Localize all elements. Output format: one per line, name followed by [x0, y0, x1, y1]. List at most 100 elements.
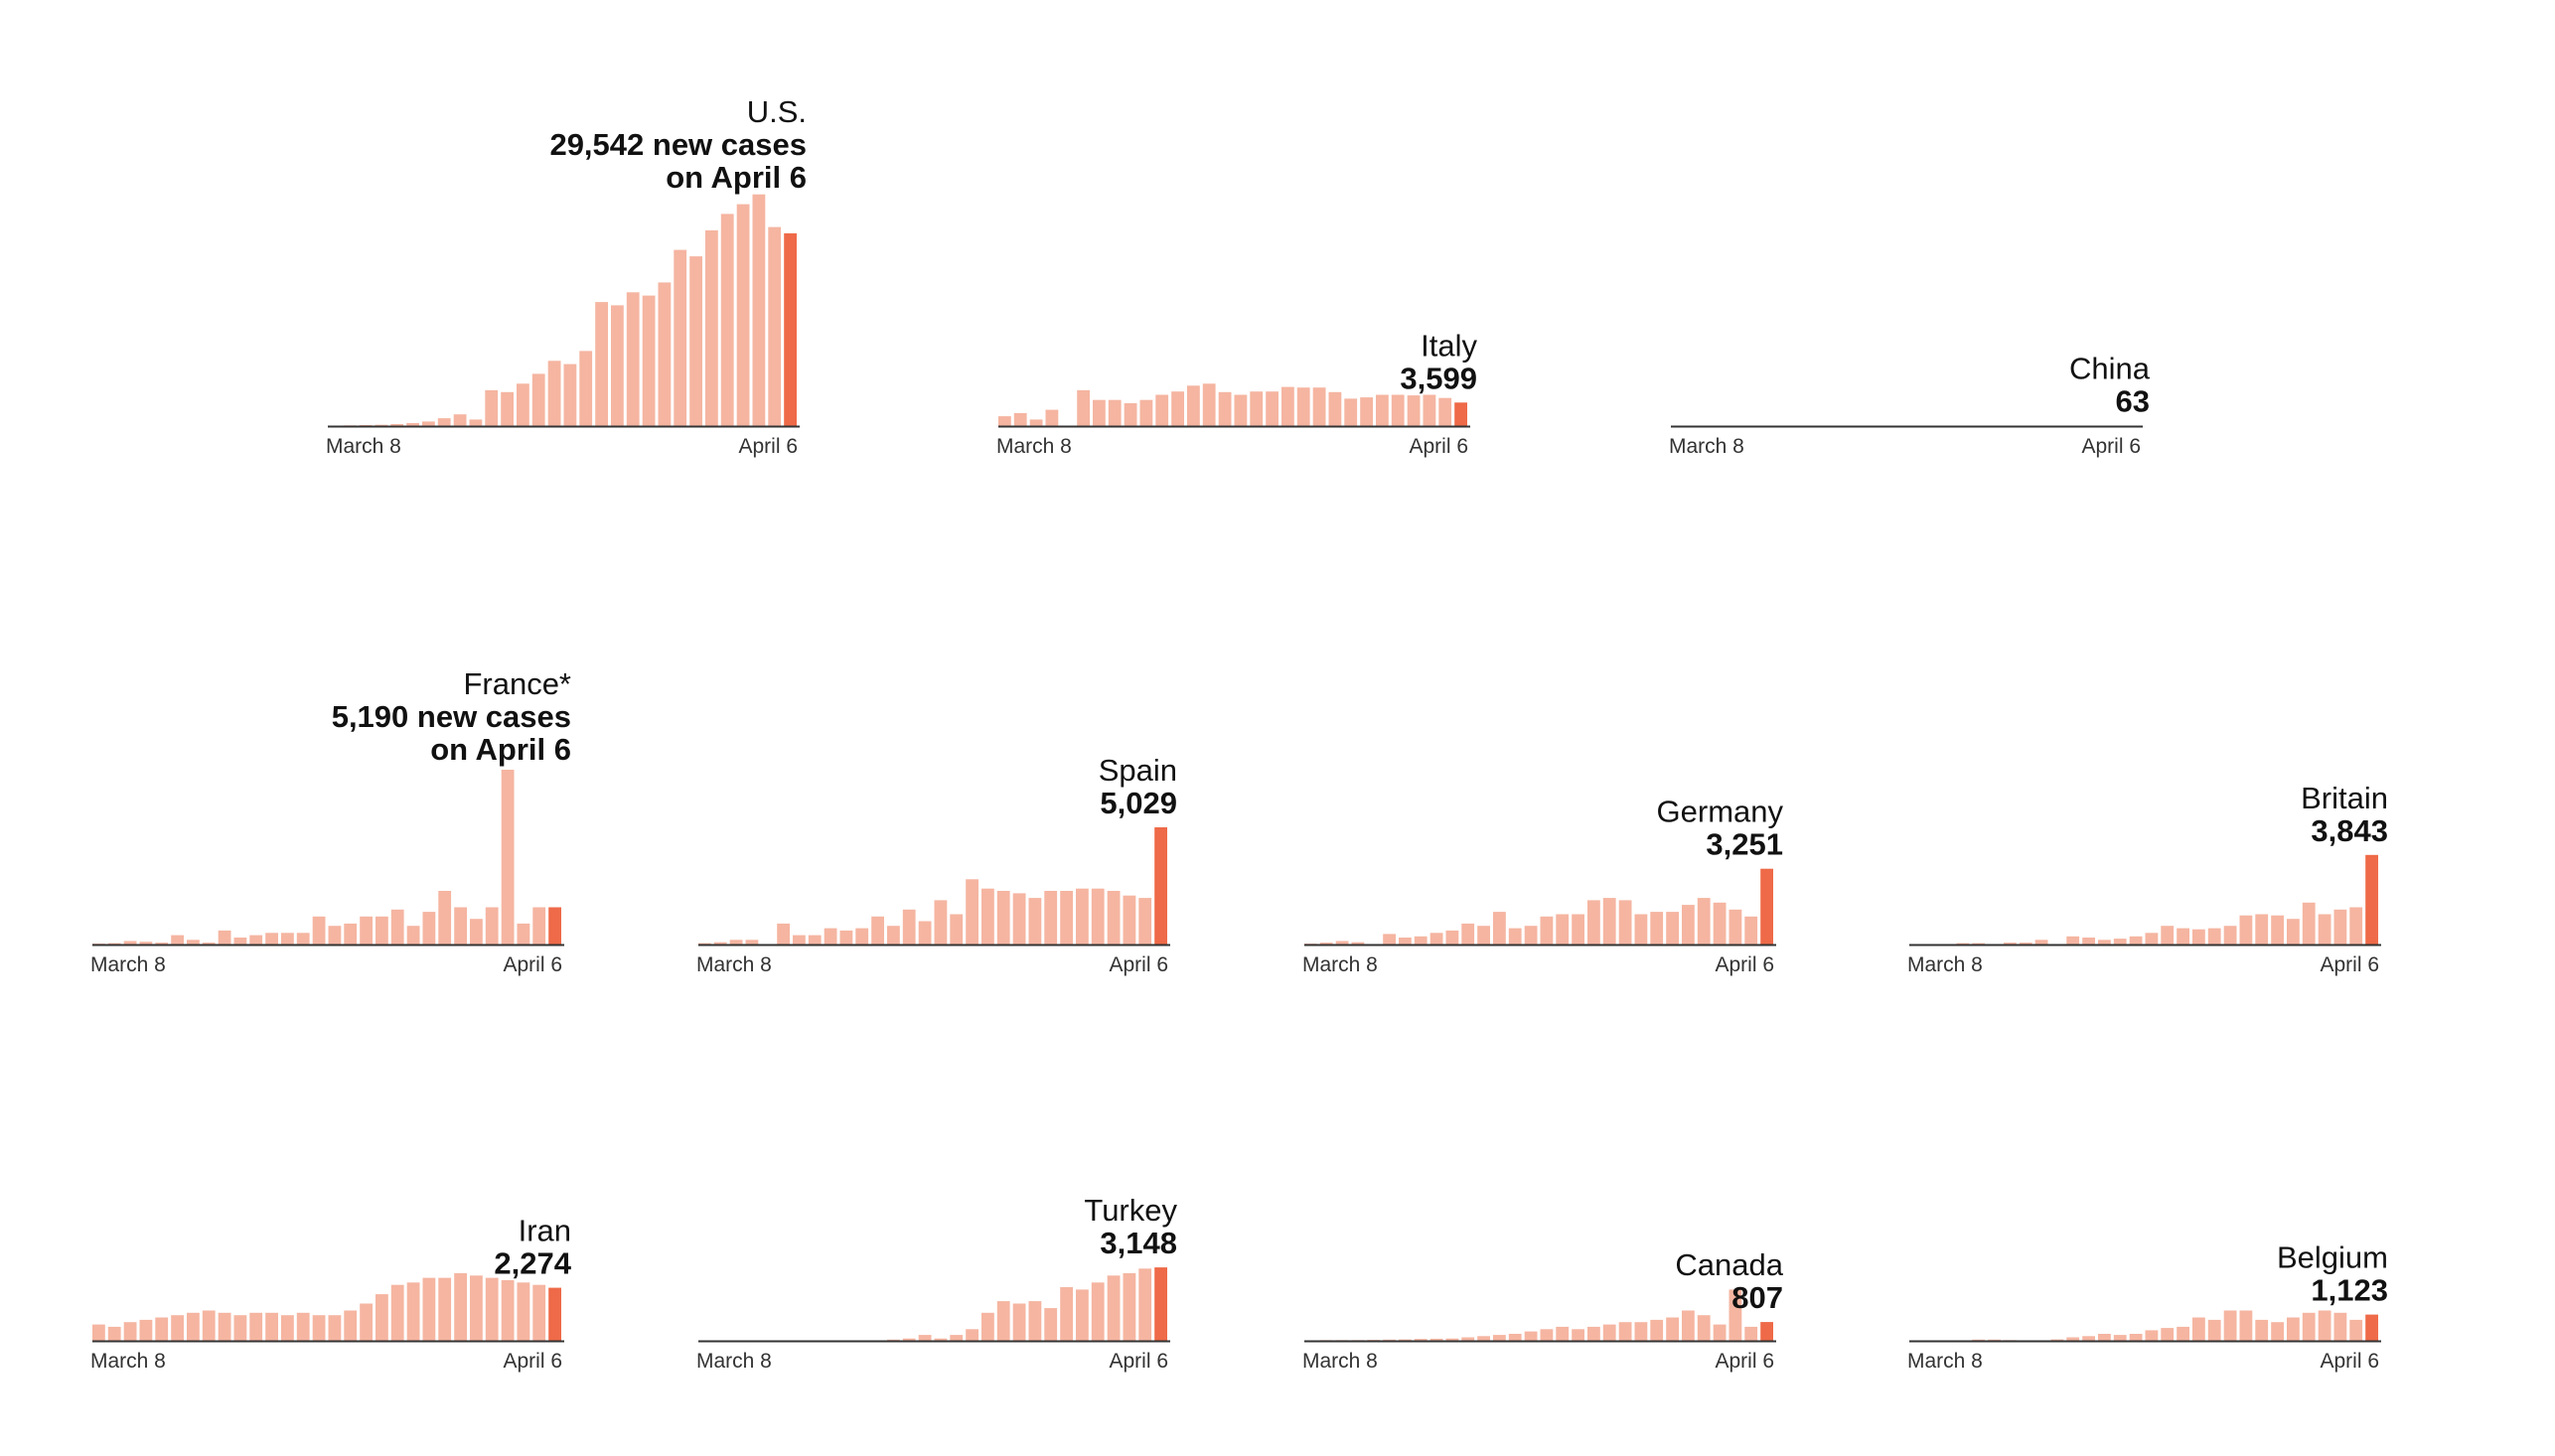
bar-italy-29 [1438, 397, 1452, 426]
bar-germany-17 [1556, 914, 1570, 945]
tick-label-end-italy: April 6 [1409, 435, 1468, 458]
bar-spain-19 [981, 888, 994, 945]
bar-u-s-28 [752, 194, 766, 426]
bar-u-s-8 [437, 418, 451, 426]
bar-italy-3 [1029, 419, 1043, 426]
bar-canada-21 [1618, 1322, 1632, 1341]
bar-germany-2 [1319, 943, 1333, 945]
bar-canada-26 [1697, 1315, 1711, 1341]
bar-turkey-29 [1138, 1268, 1152, 1341]
bar-canada-10 [1445, 1338, 1459, 1341]
bar-belgium-14 [2113, 1335, 2127, 1341]
tick-label-start-belgium: March 8 [1907, 1350, 1983, 1373]
bar-u-s-26 [720, 214, 734, 426]
bar-britain-14 [2113, 939, 2127, 945]
bar-turkey-28 [1123, 1272, 1136, 1341]
bar-italy-13 [1187, 385, 1200, 426]
bar-spain-26 [1091, 888, 1105, 945]
bar-italy-6 [1077, 389, 1090, 426]
country-label-spain: Spain [1099, 753, 1177, 788]
bar-u-s-13 [517, 383, 529, 426]
bar-belgium-24 [2271, 1322, 2284, 1341]
bar-iran-12 [265, 1312, 278, 1341]
bar-germany-8 [1414, 936, 1428, 945]
bar-belgium-29 [2349, 1319, 2363, 1341]
bar-italy-30 [1454, 402, 1467, 426]
bar-britain-7 [2004, 943, 2017, 945]
bar-belgium-16 [2145, 1330, 2159, 1341]
bar-britain-23 [2255, 914, 2269, 945]
bar-germany-28 [1728, 909, 1742, 945]
bar-italy-2 [1013, 412, 1027, 426]
bar-belgium-23 [2255, 1319, 2269, 1341]
bar-germany-3 [1335, 941, 1349, 945]
bar-britain-9 [2034, 940, 2048, 945]
bar-france-23 [438, 891, 452, 945]
bar-iran-15 [312, 1315, 326, 1341]
bar-germany-24 [1666, 912, 1679, 945]
bar-canada-22 [1634, 1322, 1648, 1341]
tick-label-end-canada: April 6 [1715, 1350, 1774, 1373]
country-label-france: France* [463, 666, 571, 701]
country-label-canada: Canada [1675, 1247, 1783, 1282]
bar-germany-7 [1399, 938, 1412, 945]
bar-belgium-6 [1988, 1339, 2001, 1341]
bar-france-4 [139, 942, 153, 945]
bar-germany-23 [1650, 912, 1664, 945]
bar-spain-7 [793, 935, 806, 945]
bar-u-s-22 [658, 282, 672, 426]
bar-canada-6 [1383, 1339, 1396, 1341]
bar-turkey-25 [1076, 1289, 1089, 1341]
bar-belgium-15 [2129, 1334, 2143, 1341]
bar-italy-17 [1250, 391, 1264, 426]
bar-germany-26 [1697, 898, 1711, 945]
bar-turkey-13 [887, 1339, 900, 1341]
bar-italy-9 [1124, 403, 1137, 426]
bar-belgium-22 [2239, 1310, 2253, 1341]
bar-france-29 [532, 907, 546, 945]
annotation-line2-france: on April 6 [430, 732, 571, 767]
tick-label-end-u-s: April 6 [738, 435, 798, 458]
tick-label-start-britain: March 8 [1907, 953, 1983, 976]
bar-spain-17 [950, 914, 964, 945]
bar-iran-20 [390, 1284, 404, 1341]
value-label-turkey: 3,148 [1100, 1226, 1177, 1260]
bar-france-22 [422, 912, 436, 945]
bar-iran-7 [187, 1312, 200, 1341]
bar-turkey-24 [1060, 1287, 1073, 1341]
bar-france-28 [517, 923, 530, 945]
bar-britain-8 [2019, 943, 2032, 945]
bar-u-s-29 [768, 226, 782, 426]
tick-label-start-china: March 8 [1669, 435, 1744, 458]
bar-u-s-16 [563, 364, 577, 426]
bar-canada-30 [1760, 1322, 1773, 1341]
bar-italy-8 [1108, 399, 1122, 426]
bar-u-s-30 [784, 232, 797, 426]
bar-u-s-6 [406, 423, 419, 426]
bar-spain-28 [1123, 895, 1136, 945]
bar-belgium-13 [2098, 1334, 2111, 1341]
value-label-belgium: 1,123 [2311, 1273, 2388, 1308]
bar-britain-28 [2333, 909, 2347, 945]
annotation-line1-u-s: 29,542 new cases [549, 127, 807, 162]
tick-label-end-germany: April 6 [1715, 953, 1774, 976]
bar-iran-16 [328, 1315, 342, 1341]
tick-label-start-canada: March 8 [1302, 1350, 1378, 1373]
bar-spain-4 [745, 940, 759, 945]
bar-france-9 [218, 930, 231, 945]
bar-belgium-28 [2333, 1312, 2347, 1341]
bar-iran-4 [139, 1319, 153, 1341]
bar-spain-12 [871, 916, 884, 945]
bar-italy-23 [1344, 398, 1358, 426]
bar-spain-6 [777, 923, 790, 945]
bar-u-s-23 [674, 249, 687, 426]
bar-britain-16 [2145, 933, 2159, 945]
bar-spain-23 [1044, 891, 1058, 945]
tick-label-start-spain: March 8 [696, 953, 772, 976]
bar-belgium-20 [2207, 1319, 2221, 1341]
bar-turkey-16 [934, 1338, 948, 1341]
